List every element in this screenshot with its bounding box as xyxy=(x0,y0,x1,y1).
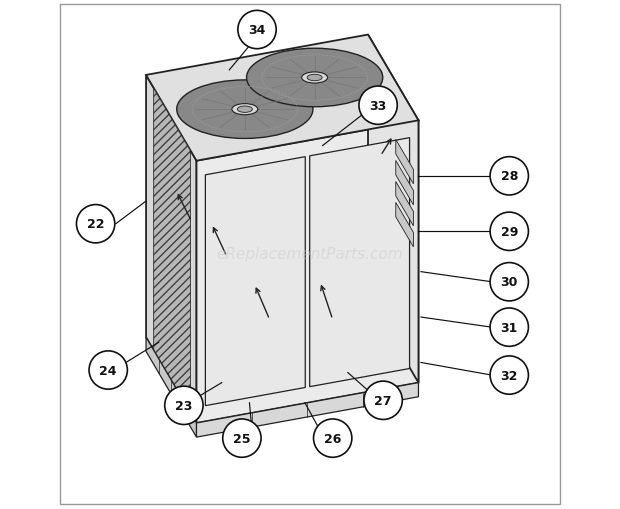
Text: 24: 24 xyxy=(99,364,117,377)
Text: 32: 32 xyxy=(500,369,518,382)
Circle shape xyxy=(238,11,276,49)
Circle shape xyxy=(76,205,115,243)
Text: 29: 29 xyxy=(500,225,518,238)
Polygon shape xyxy=(154,89,190,413)
Circle shape xyxy=(490,157,528,195)
Polygon shape xyxy=(146,36,419,161)
Circle shape xyxy=(314,419,352,458)
Polygon shape xyxy=(146,337,197,437)
Text: 28: 28 xyxy=(500,170,518,183)
Polygon shape xyxy=(396,161,414,206)
Polygon shape xyxy=(197,121,418,423)
Text: 23: 23 xyxy=(175,399,193,412)
Ellipse shape xyxy=(247,49,383,107)
Polygon shape xyxy=(396,140,414,185)
Polygon shape xyxy=(396,203,414,247)
Text: eReplacementParts.com: eReplacementParts.com xyxy=(216,247,404,262)
Text: 22: 22 xyxy=(87,218,104,231)
Text: 31: 31 xyxy=(500,321,518,334)
Ellipse shape xyxy=(177,81,313,139)
Polygon shape xyxy=(146,76,197,423)
Polygon shape xyxy=(396,182,414,227)
Polygon shape xyxy=(368,36,418,383)
Circle shape xyxy=(359,87,397,125)
Polygon shape xyxy=(310,138,410,387)
Circle shape xyxy=(364,381,402,419)
Text: 30: 30 xyxy=(500,276,518,289)
Circle shape xyxy=(89,351,127,389)
Text: 27: 27 xyxy=(374,394,392,407)
Polygon shape xyxy=(205,157,305,406)
Text: 34: 34 xyxy=(249,24,266,37)
Polygon shape xyxy=(197,383,418,437)
Ellipse shape xyxy=(307,75,322,81)
Text: 25: 25 xyxy=(233,432,250,445)
Circle shape xyxy=(165,386,203,425)
Ellipse shape xyxy=(302,73,327,84)
Text: 26: 26 xyxy=(324,432,342,445)
Ellipse shape xyxy=(232,104,258,116)
Ellipse shape xyxy=(237,107,252,113)
Circle shape xyxy=(490,308,528,347)
Circle shape xyxy=(490,213,528,251)
Text: 33: 33 xyxy=(370,99,387,112)
Circle shape xyxy=(223,419,261,458)
Circle shape xyxy=(490,356,528,394)
Circle shape xyxy=(490,263,528,301)
